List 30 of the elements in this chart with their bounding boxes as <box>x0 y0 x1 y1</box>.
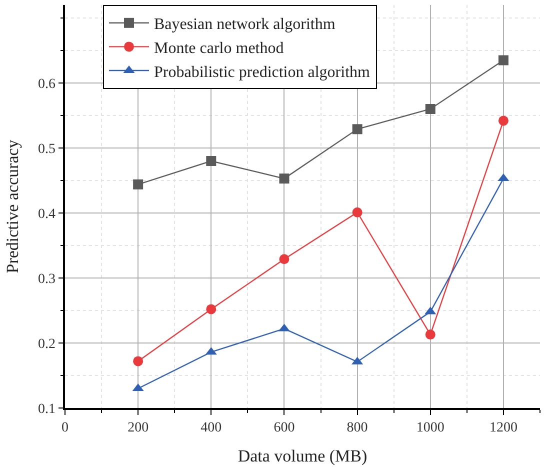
point <box>425 330 436 340</box>
y-tick-label: 0.2 <box>38 336 56 352</box>
legend-label: Monte carlo method <box>154 40 284 57</box>
x-axis-title: Data volume (MB) <box>238 446 368 466</box>
y-axis-title: Predictive accuracy <box>3 139 22 274</box>
point <box>133 179 144 190</box>
y-tick-label: 0.3 <box>38 272 56 287</box>
point <box>425 104 436 114</box>
point <box>206 304 216 314</box>
y-tick-label: 0.6 <box>38 76 56 92</box>
legend-label: Probabilistic prediction algorithm <box>154 64 371 81</box>
point <box>279 254 290 264</box>
x-tick-label: 0 <box>62 420 68 436</box>
point <box>352 207 362 218</box>
legend-label: Bayesian network algorithm <box>154 16 336 34</box>
point <box>352 124 362 134</box>
y-tick-label: 0.4 <box>38 206 56 222</box>
point <box>498 116 508 126</box>
x-tick-label: 1000 <box>416 420 444 436</box>
x-tick-label: 400 <box>200 420 222 436</box>
point <box>133 356 144 366</box>
x-tick-label: 800 <box>346 420 368 436</box>
x-tick-label: 1200 <box>489 420 518 436</box>
point <box>279 174 290 184</box>
y-tick-label: 0.5 <box>38 142 56 157</box>
point <box>206 156 216 166</box>
x-tick-label: 200 <box>128 420 149 436</box>
y-tick-label: 0.1 <box>38 402 56 417</box>
x-tick-label: 600 <box>274 420 295 436</box>
point <box>498 55 508 66</box>
